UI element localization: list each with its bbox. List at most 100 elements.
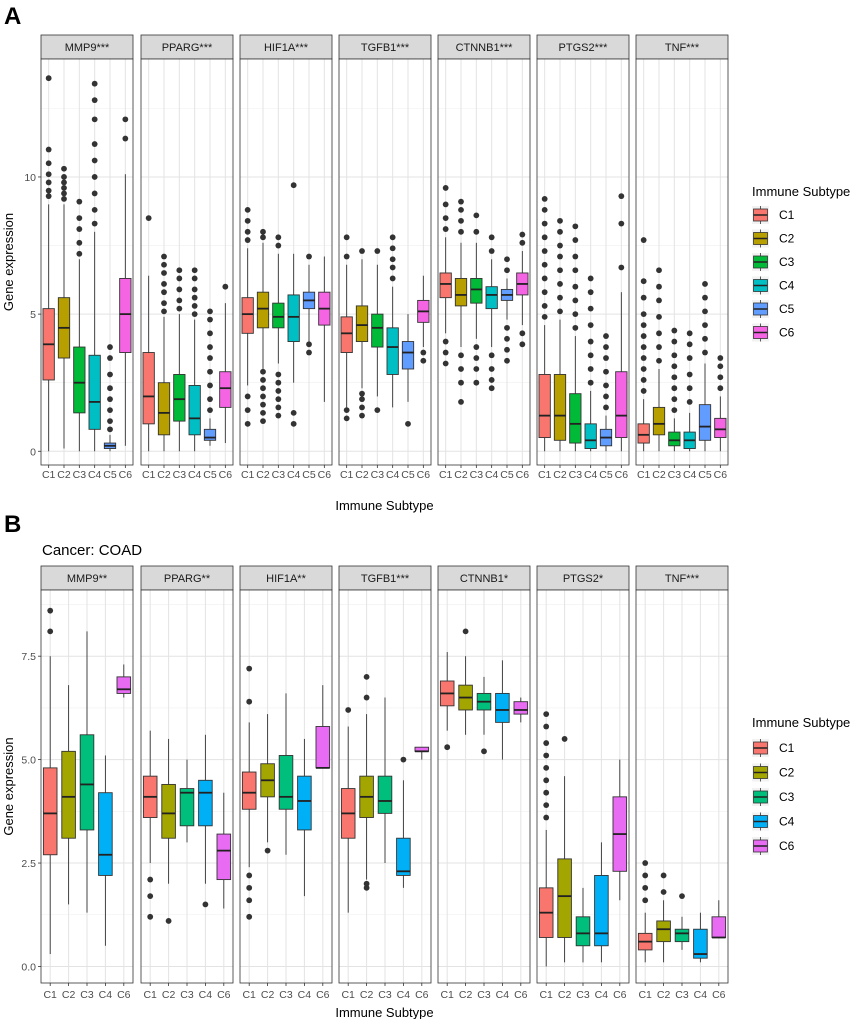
x-tick-label: C6 (514, 989, 528, 1001)
box-body (188, 384, 201, 436)
x-tick-label: C1 (341, 989, 355, 1001)
box-c4 (683, 330, 696, 452)
box-c4 (98, 755, 113, 946)
outlier-point (45, 171, 52, 178)
outlier-point (420, 357, 427, 364)
outlier-point (572, 283, 579, 290)
outlier-point (488, 352, 495, 359)
legend-label: C2 (779, 232, 795, 246)
outlier-point (488, 366, 495, 372)
facet-mmp9: MMP9** C1 C2 C3 C4 C6 (40, 565, 134, 1001)
outlier-point (275, 412, 282, 419)
outlier-point (260, 234, 266, 241)
box-body (698, 404, 712, 441)
legend-label: C3 (779, 790, 795, 804)
x-tick-label: C1 (638, 989, 652, 1001)
box-body (674, 928, 690, 943)
outlier-point (458, 399, 464, 405)
outlier-point (473, 366, 480, 372)
box-c4 (88, 80, 101, 452)
box-body (553, 374, 567, 441)
outlier-point (363, 673, 370, 680)
outlier-point (122, 135, 129, 142)
outlier-point (717, 385, 724, 392)
box-body (116, 676, 132, 694)
outlier-point (176, 297, 183, 304)
legend-key-c1: C1 (752, 739, 795, 757)
outlier-point (359, 412, 365, 419)
box-c2 (557, 736, 572, 963)
box-c4 (396, 756, 411, 888)
outlier-point (504, 324, 510, 331)
box-c4 (693, 912, 708, 963)
facet-mmp9: MMP9*** C1 C2 C3 C4 C5 C6 (40, 34, 134, 481)
box-c6 (219, 283, 232, 444)
outlier-point (671, 407, 678, 414)
outlier-point (45, 179, 52, 186)
outlier-point (504, 256, 510, 263)
x-tick-label: C3 (180, 989, 194, 1001)
outlier-point (275, 242, 282, 249)
outlier-point (107, 407, 113, 414)
outlier-point (671, 385, 678, 392)
outlier-point (519, 341, 526, 348)
box-c6 (513, 697, 529, 723)
x-tick-label: C3 (279, 989, 293, 1001)
facet-strip (140, 565, 234, 591)
box-body (161, 783, 176, 839)
outlier-point (91, 141, 98, 147)
outlier-point (640, 355, 647, 361)
box-body (297, 775, 312, 831)
x-tick-label: C6 (516, 469, 530, 481)
outlier-point (458, 352, 464, 359)
x-tick-label: C1 (637, 469, 651, 481)
outlier-point (91, 190, 98, 197)
x-tick-label: C4 (595, 989, 609, 1001)
outlier-point (541, 220, 548, 227)
facet-pparg: PPARG** C1 C2 C3 C4 C6 (140, 565, 234, 1001)
outlier-point (260, 377, 266, 383)
outlier-point (504, 357, 510, 364)
outlier-point (541, 313, 548, 320)
outlier-point (473, 228, 480, 235)
box-body (711, 916, 727, 938)
box-c1 (637, 860, 653, 963)
outlier-point (488, 377, 495, 383)
outlier-point (107, 418, 113, 425)
x-tick-label: C5 (302, 469, 316, 481)
outlier-point (176, 275, 183, 282)
legend-key-c6: C6 (752, 837, 795, 855)
outlier-point (587, 289, 594, 296)
outlier-point (107, 385, 113, 392)
outlier-point (640, 294, 647, 301)
outlier-point (458, 217, 464, 224)
box-c5 (302, 253, 316, 356)
box-c4 (386, 234, 399, 408)
outlier-point (161, 253, 167, 260)
outlier-point (557, 217, 563, 224)
box-c4 (297, 738, 312, 897)
box-c2 (359, 673, 374, 891)
outlier-point (543, 789, 550, 796)
box-body (594, 874, 609, 947)
x-tick-label: C2 (261, 989, 275, 1001)
panel-label: A (4, 3, 21, 30)
box-body (557, 858, 572, 938)
box-c3 (173, 267, 186, 452)
outlier-point (603, 393, 609, 400)
x-tick-label: C2 (360, 989, 374, 1001)
box-body (157, 382, 171, 436)
outlier-point (202, 901, 209, 908)
x-tick-label: C1 (539, 989, 553, 1001)
outlier-point (264, 847, 271, 854)
outlier-point (91, 206, 98, 213)
facet-strip (635, 565, 729, 591)
box-c3 (470, 212, 483, 386)
outlier-point (702, 335, 708, 342)
outlier-point (45, 160, 52, 167)
outlier-point (481, 748, 487, 755)
outlier-point (161, 261, 167, 268)
x-tick-label: C1 (142, 469, 156, 481)
outlier-point (686, 399, 693, 405)
